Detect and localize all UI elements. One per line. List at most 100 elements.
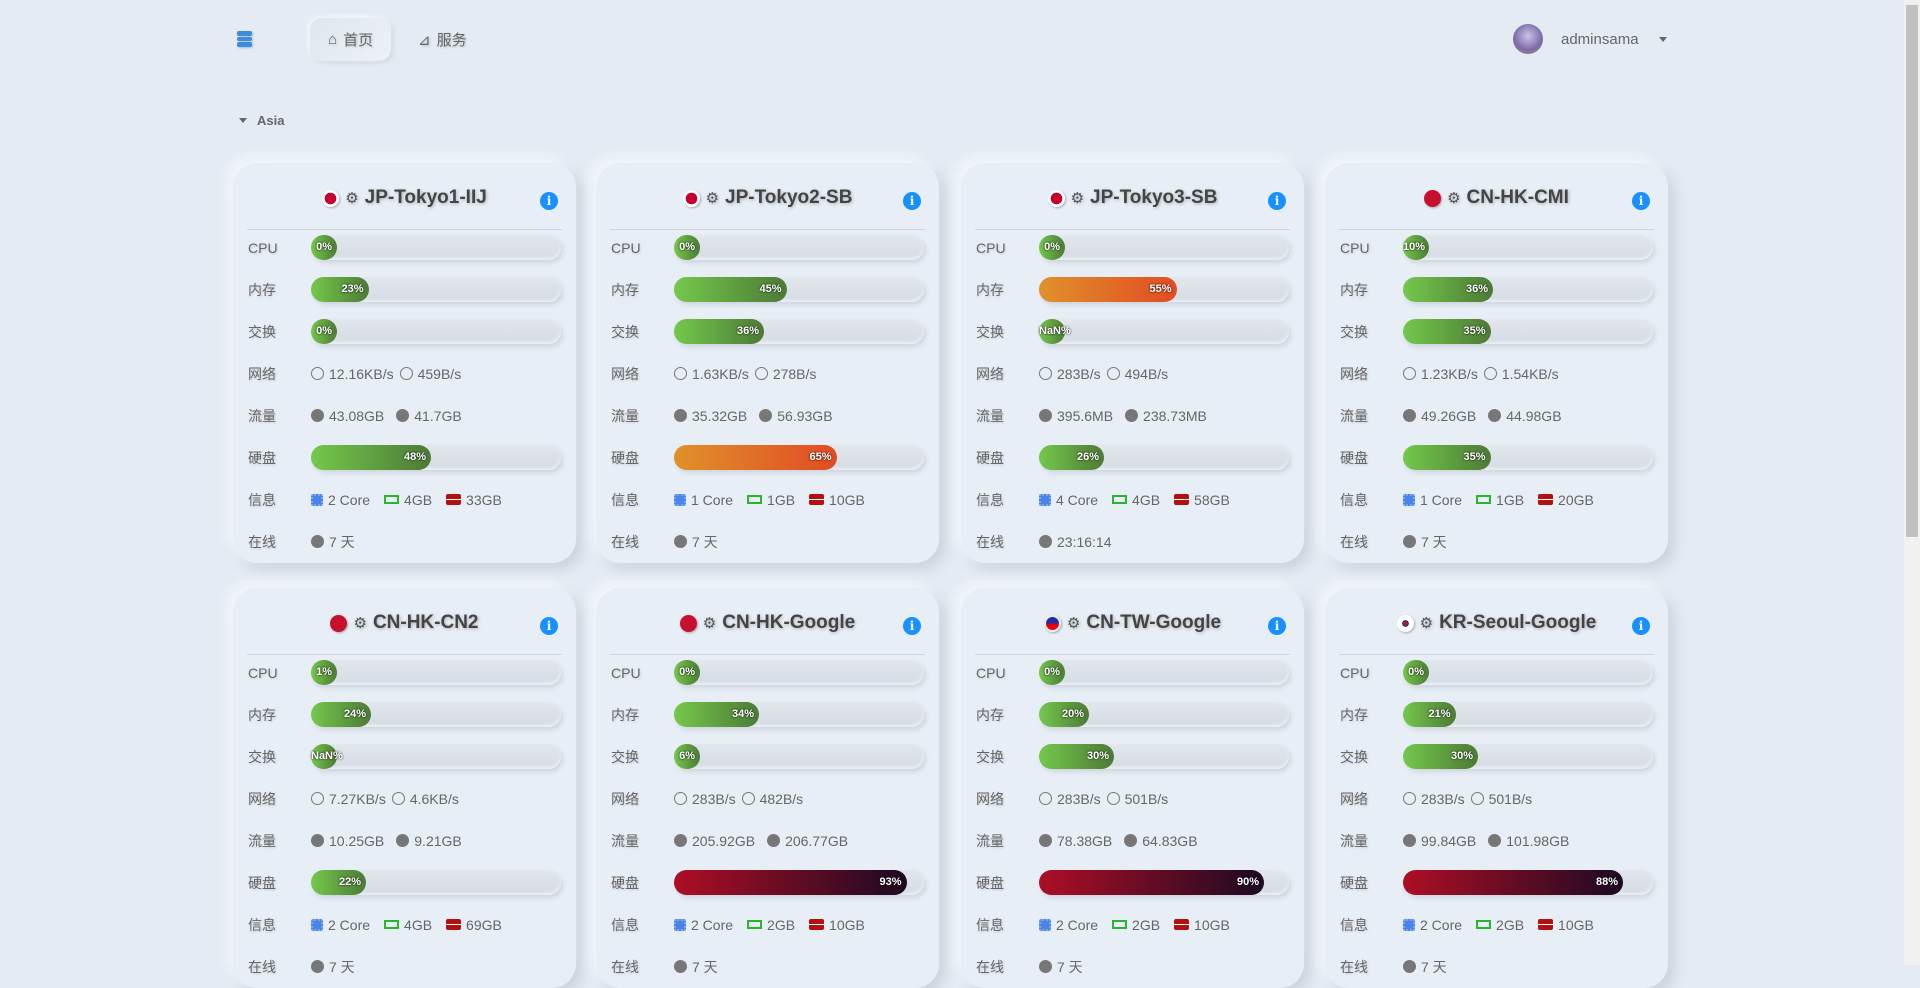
tab-services-label: 服务 <box>436 32 467 49</box>
upload-solid-icon <box>396 834 410 847</box>
mem-progress-fill: 20% <box>1039 702 1089 727</box>
memory-icon <box>747 495 763 504</box>
mem-label: 内存 <box>1340 706 1368 723</box>
download-solid-icon <box>1403 409 1416 422</box>
info-icon[interactable]: i <box>1632 192 1650 210</box>
group-toggle-asia[interactable]: Asia <box>237 113 284 128</box>
uptime-label: 在线 <box>611 958 639 975</box>
info-label: 信息 <box>976 916 1004 933</box>
tab-home-label: 首页 <box>343 32 374 49</box>
tab-home[interactable]: ⌂ 首页 <box>310 18 392 61</box>
disk-label: 硬盘 <box>976 874 1004 891</box>
net-row: 网络 7.27KB/s 4.6KB/s <box>248 786 561 811</box>
scrollbar-thumb[interactable] <box>1906 5 1918 537</box>
cpu-progress-fill: 0% <box>674 660 700 685</box>
mem-progress-fill: 55% <box>1039 277 1177 302</box>
net-row: 网络 283B/s 482B/s <box>611 786 924 811</box>
info-icon[interactable]: i <box>540 192 558 210</box>
info-icon[interactable]: i <box>1632 617 1650 635</box>
swap-progress-fill: 36% <box>674 319 764 344</box>
net-out: 494B/s <box>1124 365 1169 382</box>
ubuntu-icon: ⚙ <box>702 615 717 632</box>
mem-row: 内存 36% <box>1340 277 1653 302</box>
tab-services[interactable]: ⊿ 服务 <box>400 18 485 61</box>
swap-row: 交换 35% <box>1340 319 1653 344</box>
cpu-chip-icon <box>1039 918 1051 931</box>
download-solid-icon <box>311 409 324 422</box>
server-card: ⚙ JP-Tokyo1-IIJ i CPU 0% 内存 23% 交换 0% 网络 12.16K… <box>233 163 576 563</box>
info-icon[interactable]: i <box>1268 192 1286 210</box>
server-title: ⚙ CN-HK-CMI <box>1325 187 1668 209</box>
net-in: 283B/s <box>692 790 736 807</box>
mem-progress-bar: 24% <box>311 702 561 727</box>
uptime-row: 在线 7 天 <box>611 529 924 554</box>
cpu-chip-icon <box>311 493 323 506</box>
info-icon[interactable]: i <box>903 192 921 210</box>
divider <box>610 654 925 655</box>
disk-label: 硬盘 <box>976 449 1004 466</box>
upload-circle-icon <box>741 792 755 805</box>
traffic-row: 流量 395.6MB 238.73MB <box>976 403 1289 428</box>
swap-progress-bar: NaN% <box>311 744 561 769</box>
server-logo-icon[interactable] <box>237 31 252 48</box>
swap-label: 交换 <box>976 748 1004 765</box>
uptime-row: 在线 7 天 <box>248 529 561 554</box>
rss-icon: ⊿ <box>418 31 431 49</box>
hdd: 33GB <box>466 491 502 508</box>
swap-row: 交换 30% <box>1340 744 1653 769</box>
cpu-label: CPU <box>976 664 1006 681</box>
download-solid-icon <box>311 834 324 847</box>
server-card: ⚙ CN-TW-Google i CPU 0% 内存 20% 交换 30% 网络 283B/s… <box>961 588 1304 988</box>
divider <box>247 229 562 230</box>
user-menu[interactable]: adminsama <box>1513 24 1667 54</box>
cpu-progress-fill: 0% <box>311 235 337 260</box>
disk-progress-fill: 65% <box>674 445 837 470</box>
upload-solid-icon <box>767 834 781 847</box>
scrollbar[interactable] <box>1904 0 1920 965</box>
cpu-progress-bar: 0% <box>1039 660 1289 685</box>
swap-label: 交换 <box>611 748 639 765</box>
memory-icon <box>1112 920 1128 929</box>
traffic-label: 流量 <box>611 407 639 424</box>
memory-icon <box>1476 920 1492 929</box>
info-row: 信息 2 Core 2GB 10GB <box>976 912 1289 937</box>
info-icon[interactable]: i <box>1268 617 1286 635</box>
net-in: 1.23KB/s <box>1421 365 1478 382</box>
divider <box>975 654 1290 655</box>
hdd: 10GB <box>829 916 865 933</box>
username: adminsama <box>1561 30 1639 48</box>
net-in: 1.63KB/s <box>692 365 749 382</box>
memory-icon <box>1112 495 1128 504</box>
cores: 2 Core <box>328 491 371 508</box>
net-label: 网络 <box>976 790 1004 807</box>
download-solid-icon <box>1403 834 1416 847</box>
uptime-label: 在线 <box>1340 533 1368 550</box>
swap-progress-bar: 35% <box>1403 319 1653 344</box>
divider <box>1339 654 1654 655</box>
upload-solid-icon <box>1125 409 1139 422</box>
net-in: 283B/s <box>1421 790 1465 807</box>
mem-progress-bar: 45% <box>674 277 924 302</box>
upload-solid-icon <box>1488 409 1502 422</box>
uptime-label: 在线 <box>976 958 1004 975</box>
cpu-progress-bar: 0% <box>674 235 924 260</box>
server-title: ⚙ CN-HK-CN2 <box>233 612 576 634</box>
divider <box>610 229 925 230</box>
uptime: 7 天 <box>1057 958 1083 975</box>
hdd-icon <box>809 919 825 930</box>
server-name: CN-HK-CN2 <box>372 612 479 633</box>
uptime-label: 在线 <box>976 533 1004 550</box>
cpu-progress-bar: 10% <box>1403 235 1653 260</box>
disk-progress-bar: 93% <box>674 870 924 895</box>
mem-progress-fill: 34% <box>674 702 759 727</box>
info-icon[interactable]: i <box>903 617 921 635</box>
cpu-chip-icon <box>1403 918 1415 931</box>
cores: 4 Core <box>1056 491 1099 508</box>
memory-icon <box>747 920 763 929</box>
traffic-in: 78.38GB <box>1057 832 1113 849</box>
cores: 2 Core <box>1056 916 1099 933</box>
info-label: 信息 <box>1340 491 1368 508</box>
flag-tw-icon <box>1043 614 1061 632</box>
info-icon[interactable]: i <box>540 617 558 635</box>
net-label: 网络 <box>611 790 639 807</box>
